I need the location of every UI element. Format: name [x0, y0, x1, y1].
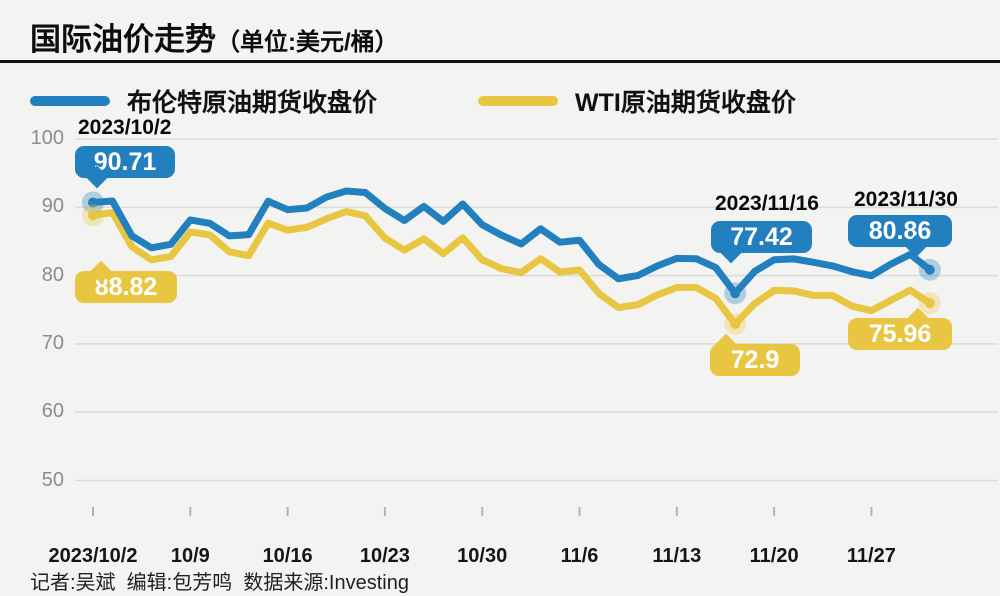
x-axis-label: 11/6 — [560, 545, 599, 567]
y-axis-label: 70 — [41, 331, 64, 354]
y-axis-label: 60 — [41, 400, 64, 423]
marker-dot-wti — [88, 210, 98, 221]
legend-item-brent: 布伦特原油期货收盘价 — [30, 83, 377, 119]
annotation-date-1: 2023/10/2 — [78, 116, 172, 139]
x-axis-label: 11/20 — [749, 545, 799, 567]
badge-value: 75.96 — [868, 320, 932, 348]
y-axis-label: 50 — [41, 468, 64, 491]
title-main: 国际油价走势 — [30, 22, 216, 57]
price-line-brent — [89, 187, 934, 297]
legend-label-wti: WTI原油期货收盘价 — [575, 89, 796, 117]
marker-dot-brent — [88, 197, 98, 208]
x-axis-label: 11/13 — [652, 545, 702, 567]
credits-line: 记者:吴斌 编辑:包芳鸣 数据来源:Investing — [30, 572, 409, 594]
marker-dot-brent — [924, 264, 935, 275]
badge-brent-2023-11-16: 77.42 — [711, 221, 812, 253]
x-axis-label: 10/9 — [170, 545, 210, 567]
badge-value: 88.82 — [94, 273, 158, 301]
legend-item-wti: WTI原油期货收盘价 — [478, 83, 796, 119]
marker-dot-brent — [730, 288, 741, 299]
x-axis-label: 10/16 — [262, 545, 313, 567]
badge-brent-2023-10-2: 90.71 — [75, 146, 175, 178]
annotation-date-3: 2023/11/30 — [854, 188, 958, 211]
x-axis-label: 11/27 — [846, 545, 896, 567]
x-axis-label: 10/23 — [359, 545, 410, 567]
badge-value: 72.9 — [730, 346, 780, 374]
x-axis-label: 10/30 — [457, 545, 508, 567]
title-unit: （单位:美元/桶） — [216, 29, 399, 56]
badge-value: 80.86 — [868, 217, 932, 245]
badge-wti-2023-10-2: 88.82 — [75, 271, 177, 303]
badge-wti-2023-11-30: 75.96 — [848, 318, 952, 350]
marker-dot-wti — [730, 319, 741, 330]
badge-wti-2023-11-16: 72.9 — [710, 344, 800, 376]
badge-value: 77.42 — [730, 223, 793, 251]
marker-dot-wti — [924, 298, 935, 309]
annotation-date-2: 2023/11/16 — [715, 192, 819, 215]
x-axis-label: 2023/10/2 — [48, 545, 138, 567]
y-axis-label: 80 — [41, 263, 64, 286]
y-axis-label: 100 — [30, 127, 64, 149]
page-title: 国际油价走势（单位:美元/桶） — [30, 14, 399, 59]
badge-value: 90.71 — [93, 148, 157, 176]
brent-line-swatch — [30, 96, 110, 106]
title-divider — [0, 60, 1000, 63]
price-line-wti — [89, 208, 934, 328]
legend-label-brent: 布伦特原油期货收盘价 — [127, 89, 378, 117]
y-axis-label: 90 — [41, 195, 64, 218]
badge-brent-2023-11-30: 80.86 — [848, 215, 952, 247]
wti-line-swatch — [478, 96, 558, 106]
